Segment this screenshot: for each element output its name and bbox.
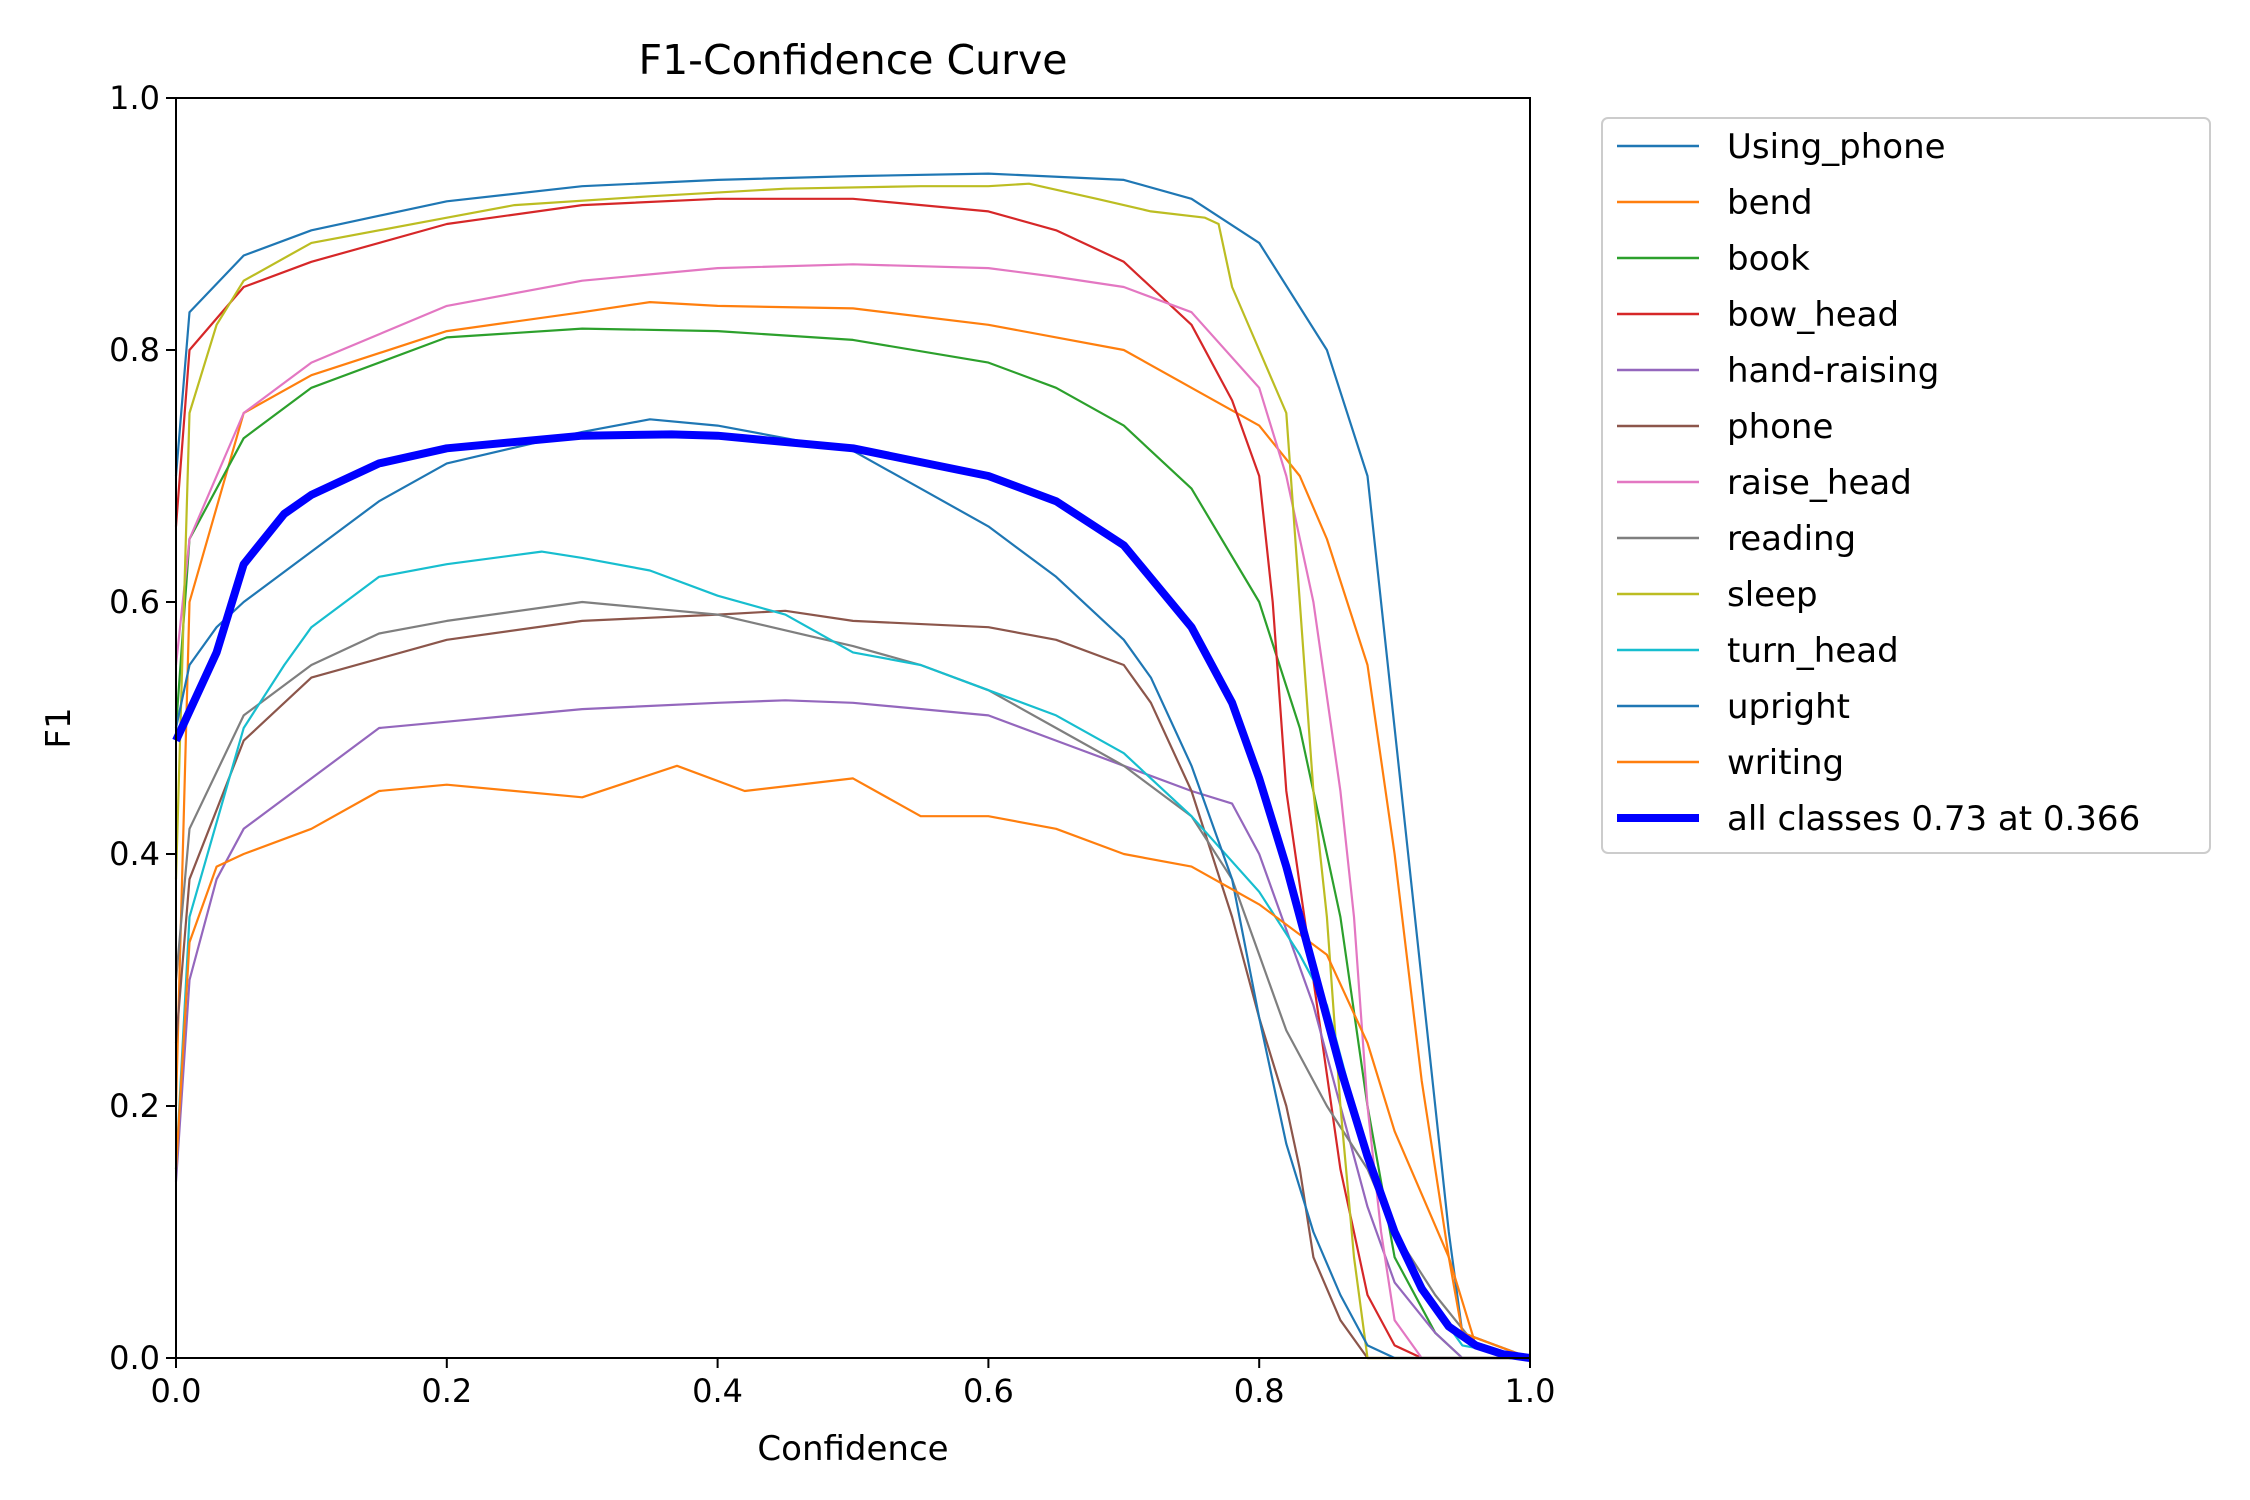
series-line-hand-raising bbox=[174, 699, 1530, 1360]
legend-label: phone bbox=[1727, 407, 1833, 447]
series-line-all-classes-0-73-at-0-366 bbox=[172, 430, 1531, 1362]
legend-label: upright bbox=[1727, 687, 1850, 727]
series-line-phone bbox=[174, 609, 1530, 1360]
chart-title: F1-Confidence Curve bbox=[639, 36, 1068, 84]
legend-label: all classes 0.73 at 0.366 bbox=[1727, 799, 2140, 839]
y-axis-label: F1 bbox=[39, 707, 79, 748]
x-tick-label: 0.8 bbox=[1234, 1372, 1285, 1410]
x-axis-label: Confidence bbox=[757, 1429, 948, 1469]
legend-label: book bbox=[1727, 239, 1810, 279]
series-line-upright bbox=[174, 418, 1530, 1360]
legend-box bbox=[1601, 117, 2211, 854]
plot-curves bbox=[172, 172, 1531, 1362]
x-tick-label: 0.6 bbox=[963, 1372, 1014, 1410]
legend-label: turn_head bbox=[1727, 631, 1899, 671]
y-tick-label: 0.0 bbox=[109, 1339, 160, 1377]
series-line-raise-head bbox=[174, 263, 1530, 1360]
y-tick-label: 0.6 bbox=[109, 583, 160, 621]
series-line-sleep bbox=[174, 182, 1530, 1360]
x-tick-label: 0.2 bbox=[421, 1372, 472, 1410]
legend-label: bend bbox=[1727, 183, 1813, 223]
plot-frame bbox=[175, 97, 1531, 1359]
y-tick-label: 0.2 bbox=[109, 1087, 160, 1125]
legend-label: writing bbox=[1727, 743, 1844, 783]
y-axis-ticks: 0.0 0.2 0.4 0.6 0.8 1.0 bbox=[109, 79, 176, 1377]
y-tick-label: 1.0 bbox=[109, 79, 160, 117]
legend-label: hand-raising bbox=[1727, 351, 1939, 391]
legend-label: sleep bbox=[1727, 575, 1818, 615]
x-tick-label: 1.0 bbox=[1505, 1372, 1556, 1410]
y-tick-label: 0.8 bbox=[109, 331, 160, 369]
x-axis-ticks: 0.0 0.2 0.4 0.6 0.8 1.0 bbox=[151, 1358, 1556, 1410]
y-tick-label: 0.4 bbox=[109, 835, 160, 873]
legend-label: Using_phone bbox=[1727, 127, 1946, 167]
legend-label: reading bbox=[1727, 519, 1856, 559]
series-line-writing bbox=[174, 764, 1531, 1360]
series-line-bow-head bbox=[174, 197, 1530, 1360]
x-tick-label: 0.0 bbox=[151, 1372, 202, 1410]
series-line-bend bbox=[174, 301, 1531, 1360]
series-line-book bbox=[174, 327, 1530, 1360]
series-line-reading bbox=[174, 600, 1531, 1360]
legend-label: raise_head bbox=[1727, 463, 1912, 503]
legend-label: bow_head bbox=[1727, 295, 1899, 335]
series-line-using-phone bbox=[174, 172, 1531, 1360]
x-tick-label: 0.4 bbox=[692, 1372, 743, 1410]
